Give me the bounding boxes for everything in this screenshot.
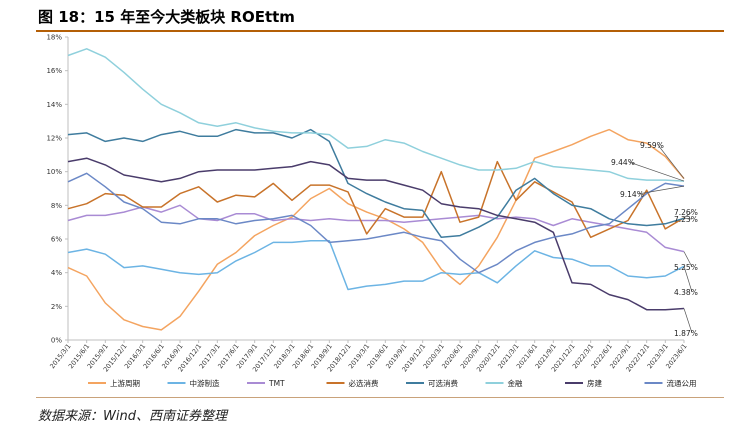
source-rule [36, 397, 724, 398]
chart-axes: 0%2%4%6%8%10%12%14%16%18%2015/3/12015/6/… [46, 34, 688, 374]
legend-label-8: 流通公用 [667, 378, 697, 388]
series-line-8 [67, 172, 685, 274]
annotation-label: 7.26% [674, 208, 698, 217]
annotation-leader [637, 185, 685, 195]
annotation-leader [628, 161, 685, 182]
annotation-leader [683, 217, 693, 220]
series-line-5 [67, 128, 685, 239]
legend-label-2: 中游制造 [190, 378, 220, 388]
y-tick-label: 4% [51, 269, 62, 277]
figure-title: 图 18：15 年至今大类板块 ROEttm [38, 8, 295, 26]
series-line-2 [67, 239, 685, 291]
annotation-leader [683, 211, 693, 219]
annotation-label: 7.23% [674, 215, 698, 224]
series-line-6 [67, 48, 685, 182]
y-tick-label: 10% [46, 168, 62, 176]
figure-source: 数据来源：Wind、西南证券整理 [38, 409, 227, 424]
legend-label-6: 金融 [508, 378, 523, 388]
series-line-7 [67, 157, 685, 311]
series-line-3 [67, 204, 685, 253]
title-rule [36, 30, 724, 32]
y-tick-label: 2% [51, 303, 62, 311]
legend-label-3: TMT [268, 379, 285, 388]
annotation-leader [683, 251, 693, 268]
series-layer [67, 48, 685, 331]
legend-label-4: 必选消费 [349, 378, 379, 388]
legend-label-5: 可选消费 [428, 378, 458, 388]
annotation-leader [683, 308, 693, 334]
annotation-label: 9.44% [611, 158, 635, 167]
y-tick-label: 6% [51, 236, 62, 244]
annotation-layer: 9.59% 9.44% 9.14% 7.26%7.23% 5.25% 4.38% 1.87% [611, 141, 698, 338]
y-tick-label: 16% [46, 67, 62, 75]
y-tick-label: 12% [46, 135, 62, 143]
y-tick-label: 14% [46, 101, 62, 109]
series-line-1 [67, 128, 685, 331]
annotation-leader [683, 266, 693, 293]
annotation-label: 9.59% [640, 141, 664, 150]
annotation-label: 1.87% [674, 329, 698, 338]
y-tick-label: 0% [51, 337, 62, 345]
y-tick-label: 18% [46, 34, 62, 42]
legend-label-1: 上游周期 [110, 378, 140, 388]
annotation-label: 9.14% [620, 190, 644, 199]
legend-label-7: 房建 [587, 378, 602, 388]
series-line-4 [67, 160, 685, 239]
annotation-label: 5.25% [674, 263, 698, 272]
legend: 上游周期 中游制造 TMT 必选消费 可选消费 金融 房建 流通公用 [88, 378, 697, 388]
annotation-label: 4.38% [674, 288, 698, 297]
y-tick-label: 8% [51, 202, 62, 210]
annotation-leader [657, 144, 685, 179]
